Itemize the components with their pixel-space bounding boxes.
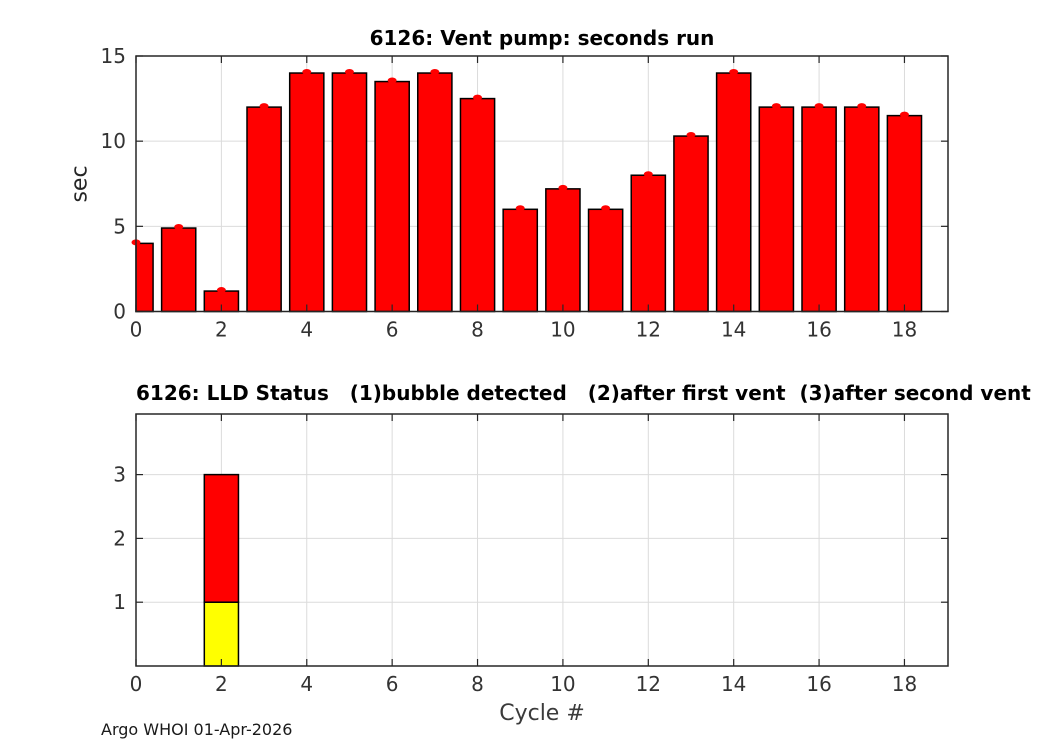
bar xyxy=(331,72,368,313)
bar-top-marker xyxy=(899,111,909,118)
bar-top-marker xyxy=(643,171,653,178)
y-tick-label: 5 xyxy=(113,214,126,238)
bar xyxy=(673,135,709,313)
bar xyxy=(502,208,539,313)
x-tick-label: 12 xyxy=(636,672,661,696)
bar-top-marker xyxy=(344,69,354,76)
bar-top-marker xyxy=(259,103,269,110)
x-tick-label: 18 xyxy=(892,318,917,342)
bar-top-marker xyxy=(515,205,525,212)
bar-top-marker xyxy=(558,184,568,191)
bar-top-marker xyxy=(387,77,397,84)
top-chart-title: 6126: Vent pump: seconds run xyxy=(369,26,715,50)
footer-annotation: Argo WHOI 01-Apr-2026 xyxy=(101,720,293,739)
bar-top-marker xyxy=(771,103,781,110)
x-tick-label: 2 xyxy=(215,672,228,696)
bar-top-marker xyxy=(174,224,184,231)
bar xyxy=(630,174,667,313)
bar xyxy=(758,106,795,313)
x-tick-label: 14 xyxy=(721,672,746,696)
bar-top-marker xyxy=(601,205,611,212)
bar xyxy=(246,106,282,313)
bar xyxy=(886,114,923,313)
x-tick-label: 6 xyxy=(386,672,399,696)
x-tick-label: 0 xyxy=(130,672,143,696)
bar-top-marker xyxy=(430,69,440,76)
x-tick-label: 8 xyxy=(471,318,484,342)
bar-top-marker xyxy=(857,103,867,110)
bar xyxy=(160,227,197,313)
x-tick-label: 0 xyxy=(130,318,143,342)
bar-top-marker xyxy=(216,287,226,294)
bar xyxy=(801,106,837,313)
bar-top-marker xyxy=(686,132,696,139)
bar xyxy=(545,188,581,313)
bar xyxy=(587,208,624,313)
y-tick-label: 2 xyxy=(113,526,126,550)
bar xyxy=(715,72,752,313)
x-tick-label: 16 xyxy=(806,318,831,342)
bar xyxy=(288,72,325,313)
bar-top-marker xyxy=(302,69,312,76)
bottom-chart-title: 6126: LLD Status (1)bubble detected (2)a… xyxy=(136,381,1031,405)
x-tick-label: 14 xyxy=(721,318,746,342)
plot-border xyxy=(135,55,949,313)
x-tick-label: 10 xyxy=(550,672,575,696)
x-tick-label: 18 xyxy=(892,672,917,696)
top-chart-y-axis-label: sec xyxy=(67,165,93,203)
y-tick-label: 3 xyxy=(113,463,126,487)
bar xyxy=(843,106,880,313)
bar xyxy=(417,72,453,313)
bottom-chart-x-axis-label: Cycle # xyxy=(499,701,585,726)
bar-top-marker xyxy=(473,94,483,101)
x-tick-label: 10 xyxy=(550,318,575,342)
stacked-bar-segment xyxy=(203,473,240,603)
bar xyxy=(374,80,410,313)
stacked-bar-segment xyxy=(203,601,240,667)
bar xyxy=(459,97,496,313)
bar xyxy=(135,242,154,313)
y-tick-label: 15 xyxy=(101,44,126,68)
y-tick-label: 1 xyxy=(113,590,126,614)
x-tick-label: 12 xyxy=(636,318,661,342)
y-tick-label: 10 xyxy=(101,129,126,153)
y-tick-label: 0 xyxy=(113,300,126,324)
x-tick-label: 16 xyxy=(806,672,831,696)
x-tick-label: 8 xyxy=(471,672,484,696)
bar-top-marker xyxy=(814,103,824,110)
plot-border xyxy=(135,413,949,667)
bar-top-marker xyxy=(729,69,739,76)
x-tick-label: 4 xyxy=(300,318,313,342)
x-tick-label: 4 xyxy=(300,672,313,696)
x-tick-label: 2 xyxy=(215,318,228,342)
x-tick-label: 6 xyxy=(386,318,399,342)
